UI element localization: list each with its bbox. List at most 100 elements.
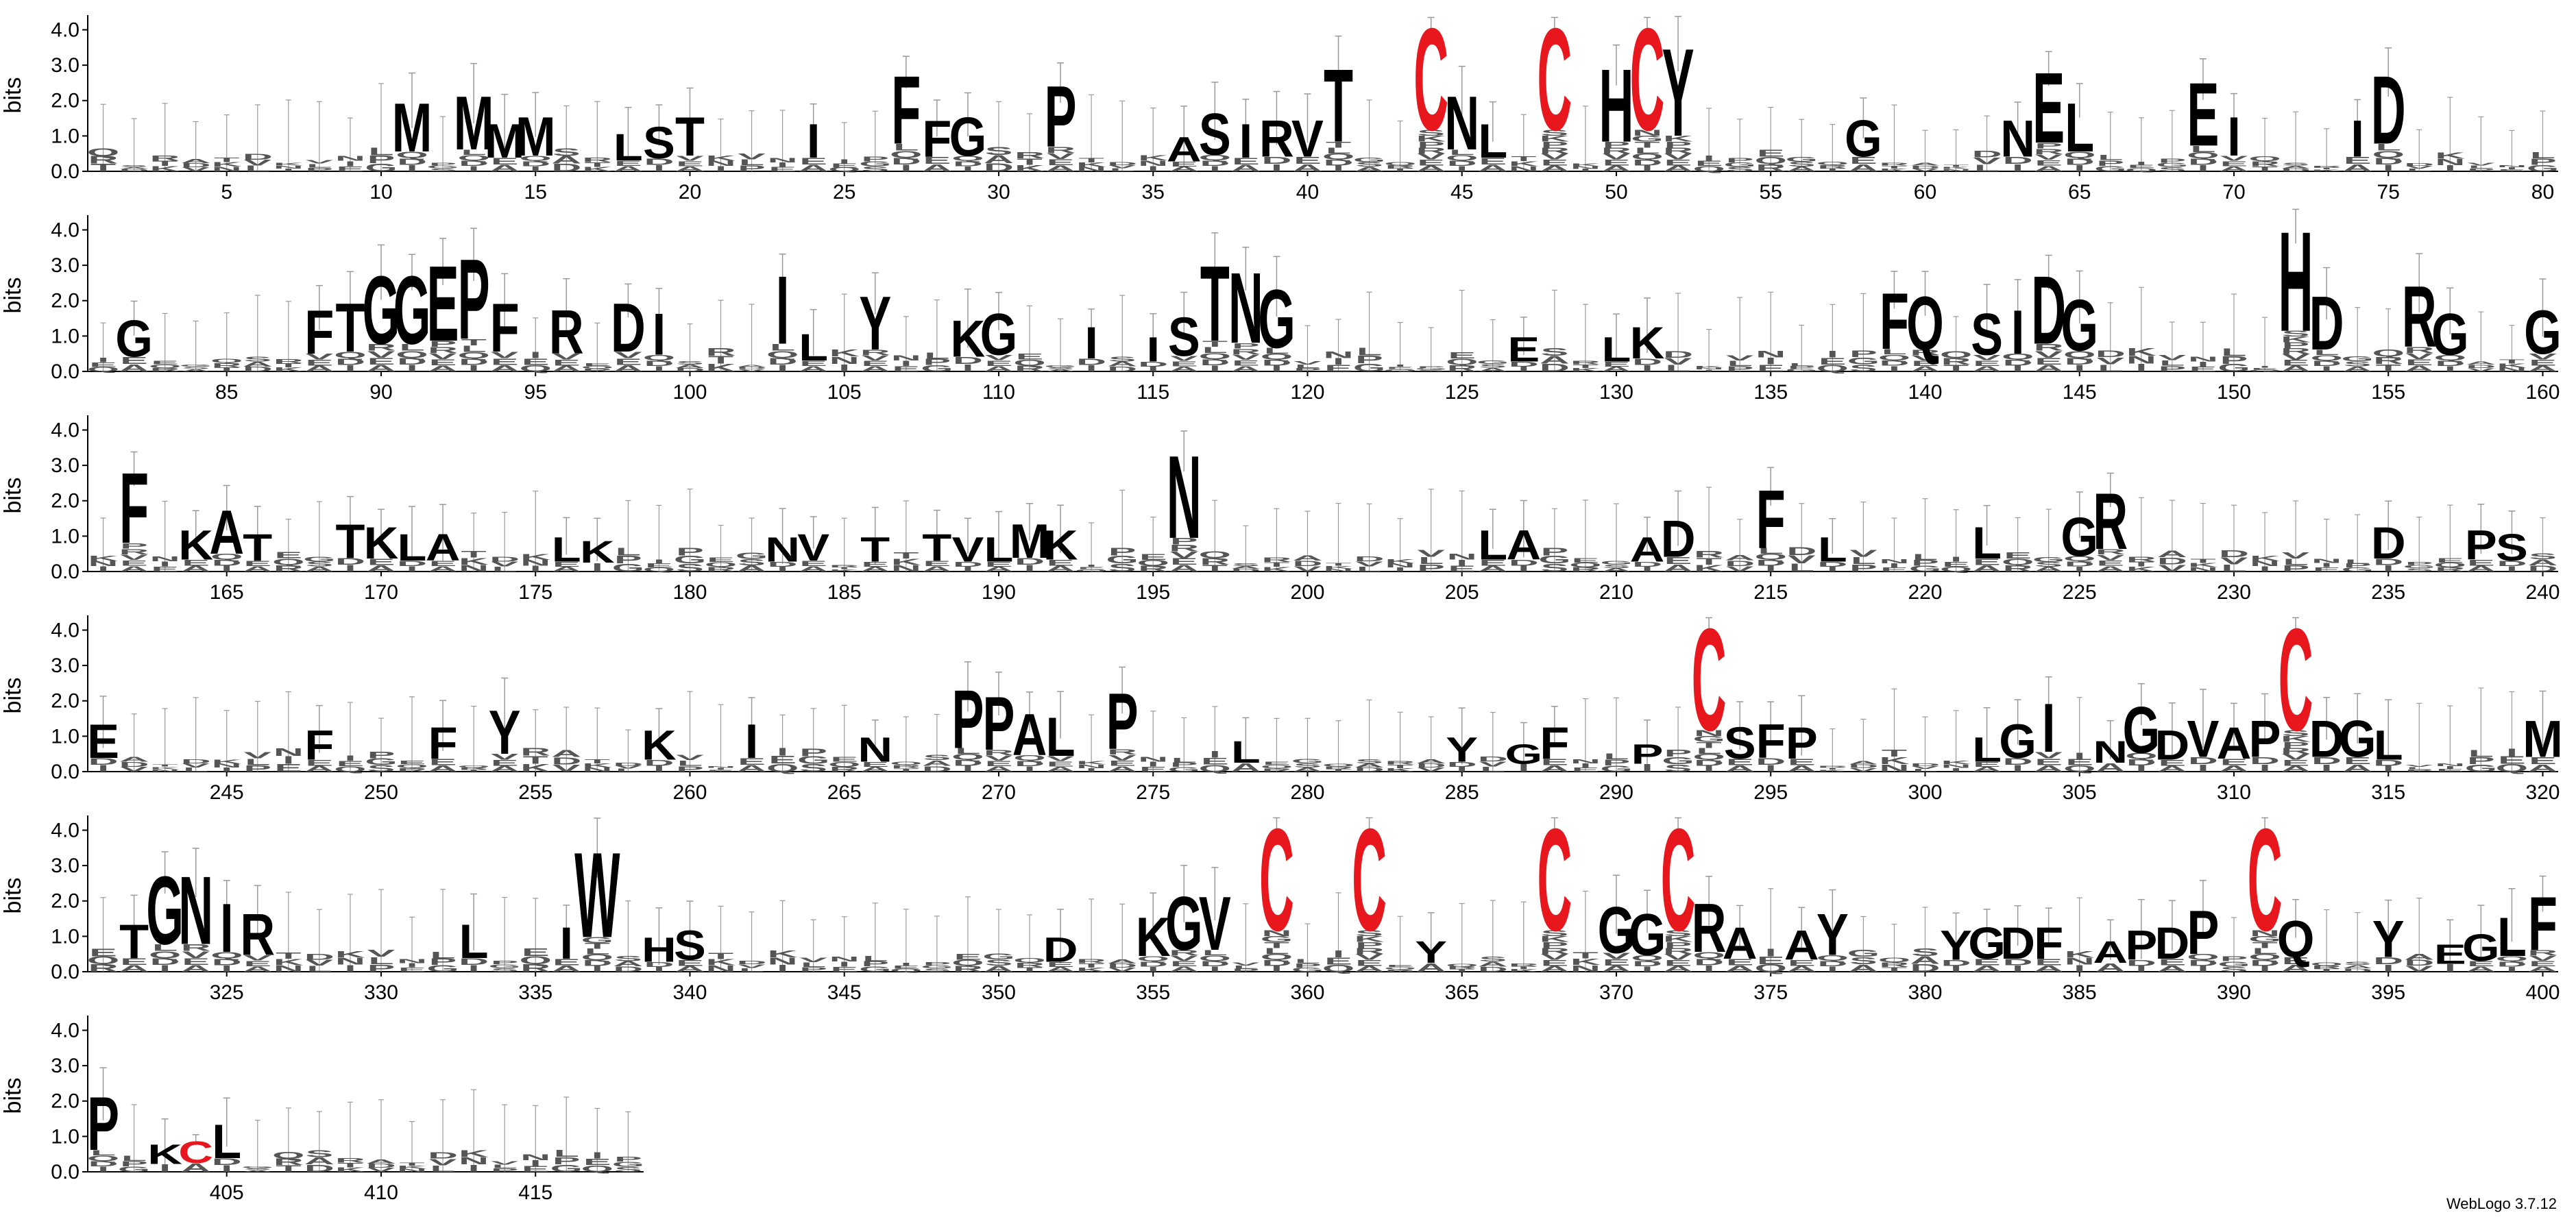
residue-letter: S [1108,562,1137,574]
residue-letter: I [1456,558,1468,567]
residue-letter: T [1697,556,1722,567]
residue-letter: Y [2372,910,2405,968]
residue-letter: R [1447,364,1477,373]
residue-letter: L [2376,142,2401,152]
residue-letter: A [984,154,1014,166]
residue-letter: V [861,354,889,362]
residue-letter: Q [1322,152,1354,161]
residue-letter: K [1509,160,1540,168]
residue-letter: S [1168,306,1200,368]
residue-letter: L [245,164,270,173]
residue-letter: L [770,342,795,352]
residue-letter: D [397,559,427,567]
y-tick-label: 3.0 [51,1055,80,1077]
residue-letter: R [2034,147,2064,156]
residue-letter: P [1106,678,1139,767]
residue-letter: I [2135,160,2147,165]
residue-letter: D [459,159,489,167]
residue-letter: V [985,354,1013,363]
residue-letter: G [949,106,987,168]
residue-letter: V [1726,565,1754,573]
residue-letter: V [2187,710,2219,768]
residue-letter: I [2444,164,2456,173]
residue-letter: E [522,357,550,367]
residue-letter: T [1326,562,1351,566]
residue-letter: T [152,160,178,168]
residue-letter: V [182,167,210,173]
conserved-cysteine-letter: C [1352,798,1387,961]
residue-letter: L [893,142,919,152]
x-tick-label: 395 [2371,981,2405,1004]
residue-letter: D [243,153,273,162]
residue-letter: D [459,357,489,367]
residue-letter: K [150,164,181,173]
residue-letter: L [492,565,518,573]
residue-letter: A [1910,365,1941,373]
residue-letter: L [613,127,643,169]
residue-letter: E [830,162,858,169]
residue-letter: A [799,365,829,373]
residue-letter: P [491,959,519,965]
x-tick-label: 260 [672,781,707,804]
residue-letter: E [1263,761,1291,766]
residue-letter: T [1511,155,1537,162]
residue-letter: T [1264,561,1290,569]
residue-letter: I [962,363,973,373]
residue-letter: R [428,345,458,355]
residue-letter: A [1478,367,1508,372]
residue-letter: A [984,365,1014,373]
x-tick-label: 65 [2068,181,2091,204]
residue-letter: E [954,953,982,961]
residue-letter: D [768,356,798,367]
residue-letter: G [1786,156,1818,163]
residue-letter: R [829,564,860,567]
residue-letter: P [2249,710,2281,768]
logo-row-2: bits0.01.02.03.04.0QEIAEGRQEASG85TRQDASK… [0,202,2562,404]
residue-letter: S [1479,955,1507,963]
x-tick-label: 15 [524,181,547,204]
residue-letter: T [2376,363,2401,374]
residue-letter: K [212,161,243,168]
residue-letter: N [88,560,119,568]
y-tick-label: 4.0 [51,819,80,842]
residue-letter: G [1106,554,1139,566]
residue-letter: Q [520,363,552,373]
residue-letter: R [1014,151,1045,160]
residue-letter: D [984,162,1014,174]
residue-letter: I [1239,113,1253,167]
residue-letter: D [644,157,674,167]
x-tick-label: 275 [1136,781,1170,804]
residue-letter: A [1107,959,1137,965]
residue-letter: T [2190,558,2216,565]
residue-letter: E [799,156,827,167]
residue-letter: I [653,164,665,173]
residue-letter: E [2529,358,2557,367]
x-tick-label: 120 [1290,381,1324,404]
residue-letter: E [1170,160,1198,168]
residue-letter: G [1847,948,1880,959]
residue-letter: D [2065,356,2095,367]
residue-letter: L [2345,558,2370,565]
residue-letter: Q [1013,358,1045,367]
residue-letter: A [2217,718,2252,769]
residue-letter: Q [951,154,984,162]
residue-letter: N [150,555,180,563]
residue-letter: Q [1692,164,1725,173]
residue-letter: N [520,558,550,567]
residue-letter: I [777,565,788,573]
residue-letter: T [708,951,733,961]
residue-letter: A [551,364,581,373]
residue-letter: R [274,563,304,574]
residue-letter: G [2527,163,2559,173]
residue-letter: I [1765,356,1777,367]
residue-letter: L [2159,359,2185,368]
residue-letter: S [2159,167,2187,173]
residue-letter: R [1045,145,1076,155]
residue-letter: A [922,565,952,573]
y-axis-label: bits [0,478,26,514]
y-tick-label: 4.0 [51,619,80,641]
residue-letter: G [2156,162,2188,168]
residue-letter: M [515,106,556,168]
residue-letter: N [1755,349,1786,360]
residue-letter: Q [1940,349,1972,360]
